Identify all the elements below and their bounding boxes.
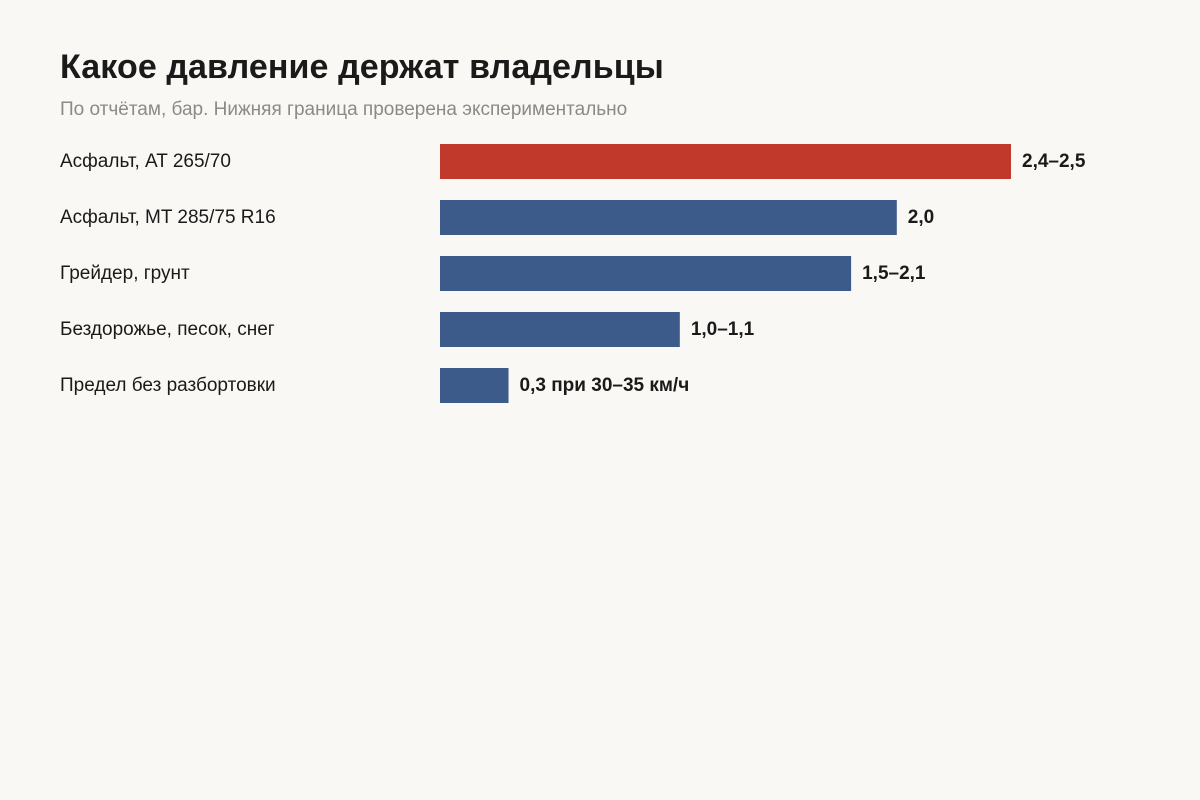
bar	[440, 312, 680, 347]
bar	[440, 200, 897, 235]
value-label: 2,0	[908, 207, 934, 228]
value-label: 0,3 при 30–35 км/ч	[520, 375, 690, 396]
category-label: Асфальт, AT 265/70	[60, 151, 231, 172]
value-label: 2,4–2,5	[1022, 151, 1086, 172]
category-label: Грейдер, грунт	[60, 263, 190, 284]
chart-title: Какое давление держат владельцы	[60, 48, 664, 86]
category-label: Бездорожье, песок, снег	[60, 319, 275, 340]
bar	[440, 144, 1011, 179]
bar	[440, 256, 852, 291]
category-label: Предел без разбортовки	[60, 375, 276, 396]
chart-subtitle: По отчётам, бар. Нижняя граница проверен…	[60, 99, 628, 120]
bar	[440, 368, 509, 403]
category-label: Асфальт, MT 285/75 R16	[60, 207, 276, 228]
value-label: 1,5–2,1	[862, 263, 926, 284]
value-label: 1,0–1,1	[691, 319, 755, 340]
